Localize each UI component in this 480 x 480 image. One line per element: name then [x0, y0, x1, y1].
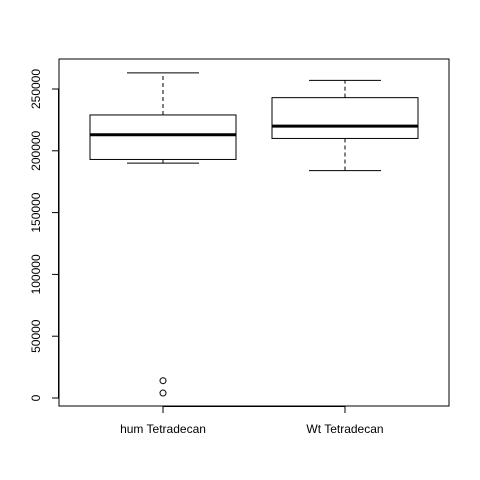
iqr-box: [90, 115, 236, 159]
box-1: [272, 80, 418, 170]
iqr-box: [272, 98, 418, 139]
y-tick-label: 150000: [29, 192, 43, 232]
y-tick-label: 250000: [29, 69, 43, 109]
x-tick-label: hum Tetradecan: [120, 422, 206, 436]
y-axis: 0 50000 100000 150000 200000 250000: [29, 69, 59, 402]
y-tick-label: 0: [29, 394, 43, 401]
box-0: [90, 73, 236, 396]
boxes: [90, 73, 418, 396]
outlier-point: [160, 390, 166, 396]
x-axis: hum Tetradecan Wt Tetradecan: [120, 406, 384, 436]
x-tick-label: Wt Tetradecan: [306, 422, 383, 436]
y-tick-label: 50000: [29, 319, 43, 353]
outlier-point: [160, 378, 166, 384]
y-tick-label: 200000: [29, 130, 43, 170]
y-tick-label: 100000: [29, 254, 43, 294]
